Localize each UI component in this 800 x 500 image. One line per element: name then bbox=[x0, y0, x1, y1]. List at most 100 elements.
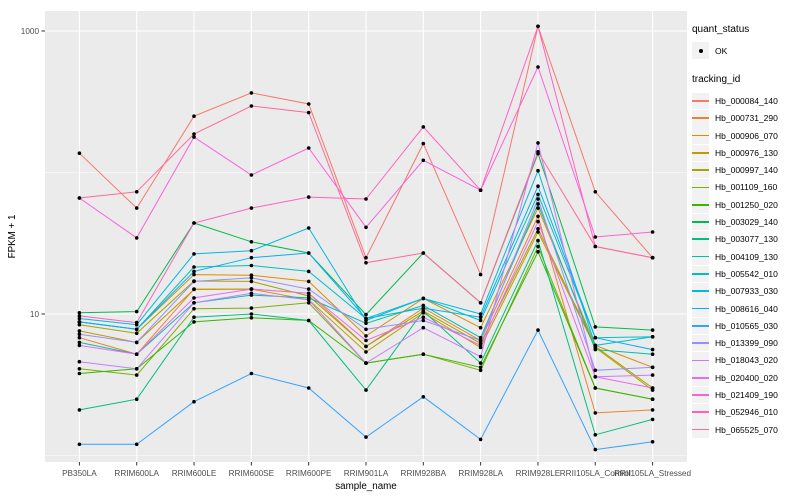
legend-item-Hb_000976_130: Hb_000976_130 bbox=[692, 144, 778, 162]
legend-item-label: Hb_021409_190 bbox=[715, 389, 778, 400]
data-point bbox=[536, 24, 540, 29]
data-point bbox=[192, 399, 196, 404]
data-point bbox=[536, 65, 540, 69]
data-point bbox=[77, 322, 82, 327]
data-point bbox=[650, 386, 655, 390]
series-color-line-icon bbox=[692, 324, 709, 327]
data-point bbox=[306, 226, 311, 230]
legend-item-Hb_005542_010: Hb_005542_010 bbox=[692, 265, 778, 283]
data-point bbox=[593, 190, 598, 194]
legend-series-title: tracking_id bbox=[692, 74, 741, 86]
y-tick-label: 1000 bbox=[21, 27, 40, 36]
data-point bbox=[536, 219, 540, 224]
data-point bbox=[306, 102, 311, 106]
x-axis-title: sample_name bbox=[335, 481, 397, 492]
data-point bbox=[650, 347, 655, 352]
data-point bbox=[192, 114, 196, 118]
data-point bbox=[536, 184, 540, 188]
data-point bbox=[536, 250, 540, 254]
data-point bbox=[364, 435, 368, 439]
data-point bbox=[593, 343, 598, 348]
data-point bbox=[77, 343, 82, 348]
series-color-line-icon bbox=[692, 221, 709, 223]
data-point bbox=[650, 328, 655, 332]
legend-item-Hb_010565_030: Hb_010565_030 bbox=[692, 317, 778, 335]
series-color-line-icon bbox=[692, 394, 709, 396]
data-point bbox=[536, 150, 540, 154]
data-point bbox=[593, 335, 598, 340]
data-point bbox=[650, 255, 655, 260]
legend-item-Hb_065525_070: Hb_065525_070 bbox=[692, 421, 778, 438]
data-point bbox=[650, 373, 655, 377]
legend-key bbox=[692, 403, 709, 421]
data-point bbox=[249, 206, 254, 210]
legend-quant-status: quant_status OK bbox=[692, 24, 778, 59]
data-point bbox=[593, 235, 598, 239]
x-tick-label: RRIM600PE bbox=[286, 469, 332, 478]
legend-item-label: Hb_001109_160 bbox=[715, 182, 778, 193]
data-point bbox=[77, 316, 82, 321]
data-point bbox=[249, 279, 254, 284]
data-point bbox=[192, 272, 196, 277]
legend-item-label: Hb_003077_130 bbox=[715, 234, 778, 245]
data-point bbox=[421, 318, 426, 323]
data-point bbox=[650, 365, 655, 370]
data-point bbox=[364, 344, 368, 349]
x-tick-label: RRIM928LA bbox=[458, 469, 503, 478]
data-point bbox=[421, 251, 426, 255]
data-point bbox=[306, 146, 311, 150]
data-point bbox=[192, 135, 196, 139]
data-point bbox=[478, 361, 483, 365]
series-color-line-icon bbox=[692, 169, 709, 171]
data-point bbox=[134, 331, 139, 336]
data-point bbox=[134, 367, 139, 371]
data-point bbox=[536, 227, 540, 231]
data-point bbox=[650, 408, 655, 412]
data-point bbox=[421, 315, 426, 320]
data-point bbox=[134, 320, 139, 325]
data-point bbox=[478, 338, 483, 343]
x-tick-label: RRIM600LE bbox=[172, 469, 217, 478]
legend-item-Hb_003077_130: Hb_003077_130 bbox=[692, 231, 778, 248]
data-point bbox=[77, 408, 82, 412]
legend: quant_status OK tracking_id Hb_000084_14… bbox=[692, 24, 778, 438]
data-point bbox=[593, 347, 598, 352]
legend-item-Hb_000084_140: Hb_000084_140 bbox=[692, 92, 778, 110]
legend-item-Hb_004109_130: Hb_004109_130 bbox=[692, 248, 778, 265]
legend-key bbox=[692, 127, 709, 144]
data-point bbox=[421, 352, 426, 357]
data-point bbox=[77, 196, 82, 200]
series-color-line-icon bbox=[692, 238, 709, 241]
data-point bbox=[536, 214, 540, 219]
legend-key bbox=[692, 248, 709, 265]
legend-item-label: Hb_000084_140 bbox=[715, 95, 778, 106]
x-tick-label: RRIM928LE bbox=[516, 469, 561, 478]
data-point bbox=[249, 316, 254, 320]
legend-item-Hb_021409_190: Hb_021409_190 bbox=[692, 386, 778, 404]
legend-item-label: Hb_004109_130 bbox=[715, 251, 778, 262]
data-point bbox=[192, 252, 196, 256]
data-point bbox=[249, 276, 254, 280]
data-point bbox=[192, 279, 196, 284]
data-point bbox=[364, 334, 368, 338]
legend-quant-title: quant_status bbox=[692, 24, 750, 35]
data-point bbox=[478, 343, 483, 348]
data-point bbox=[134, 442, 139, 447]
data-point bbox=[77, 371, 82, 376]
legend-item-Hb_008616_040: Hb_008616_040 bbox=[692, 300, 778, 317]
data-point bbox=[478, 437, 483, 442]
legend-key bbox=[692, 144, 709, 162]
data-point bbox=[134, 352, 139, 357]
data-point bbox=[536, 328, 540, 332]
data-point bbox=[306, 279, 311, 284]
y-tick-label: 10 bbox=[30, 310, 40, 319]
legend-item-label: Hb_007933_030 bbox=[715, 286, 778, 297]
legend-item-Hb_052946_010: Hb_052946_010 bbox=[692, 403, 778, 421]
legend-item-label: Hb_008616_040 bbox=[715, 303, 778, 314]
data-point bbox=[536, 244, 540, 249]
data-point bbox=[77, 332, 82, 337]
data-point bbox=[249, 255, 254, 260]
data-point bbox=[478, 325, 483, 330]
data-point bbox=[77, 367, 82, 371]
data-point bbox=[77, 151, 82, 155]
